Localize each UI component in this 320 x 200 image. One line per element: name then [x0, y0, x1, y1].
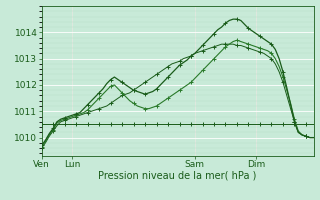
- X-axis label: Pression niveau de la mer( hPa ): Pression niveau de la mer( hPa ): [99, 171, 257, 181]
